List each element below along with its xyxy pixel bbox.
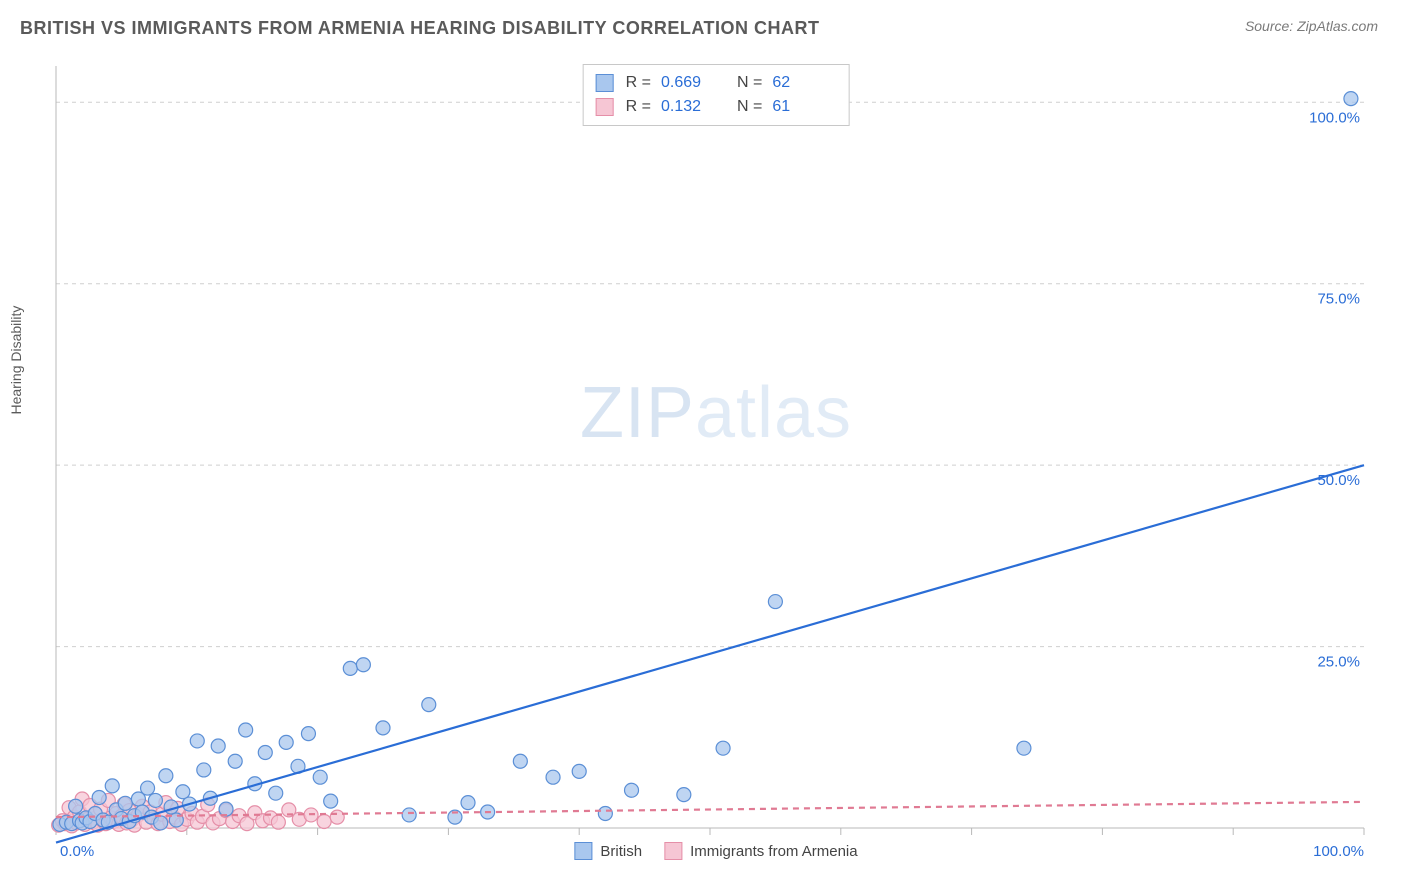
legend-label-british: British [600,843,642,860]
series-legend: British Immigrants from Armenia [574,842,857,860]
svg-text:25.0%: 25.0% [1317,654,1360,671]
legend-n-value-armenia: 61 [772,95,832,119]
legend-n-value-british: 62 [772,71,832,95]
svg-text:0.0%: 0.0% [60,843,94,860]
swatch-icon [574,842,592,860]
correlation-legend: R = 0.669 N = 62 R = 0.132 N = 61 [583,64,850,126]
legend-row-armenia: R = 0.132 N = 61 [596,95,833,119]
legend-r-label: R = [626,71,651,95]
scatter-chart: 25.0% 50.0% 75.0% 100.0% 0.0% 100.0% [46,60,1386,862]
y-axis-label: Hearing Disability [8,306,24,415]
svg-text:75.0%: 75.0% [1317,291,1360,308]
legend-row-british: R = 0.669 N = 62 [596,71,833,95]
legend-r-value-british: 0.669 [661,71,721,95]
source-prefix: Source: [1245,18,1297,34]
svg-text:100.0%: 100.0% [1313,843,1364,860]
legend-r-label: R = [626,95,651,119]
swatch-british [596,74,614,92]
legend-r-value-armenia: 0.132 [661,95,721,119]
legend-label-armenia: Immigrants from Armenia [690,843,858,860]
swatch-icon [664,842,682,860]
svg-text:50.0%: 50.0% [1317,472,1360,489]
legend-item-armenia: Immigrants from Armenia [664,842,858,860]
source-link[interactable]: ZipAtlas.com [1297,18,1378,34]
chart-source: Source: ZipAtlas.com [1245,18,1378,34]
chart-header: BRITISH VS IMMIGRANTS FROM ARMENIA HEARI… [0,0,1406,39]
legend-n-label: N = [737,95,762,119]
chart-title: BRITISH VS IMMIGRANTS FROM ARMENIA HEARI… [20,18,820,39]
legend-item-british: British [574,842,642,860]
chart-area: Hearing Disability ZIPatlas 25.0%50.0%75… [46,60,1386,862]
svg-text:100.0%: 100.0% [1309,109,1360,126]
legend-n-label: N = [737,71,762,95]
swatch-armenia [596,98,614,116]
